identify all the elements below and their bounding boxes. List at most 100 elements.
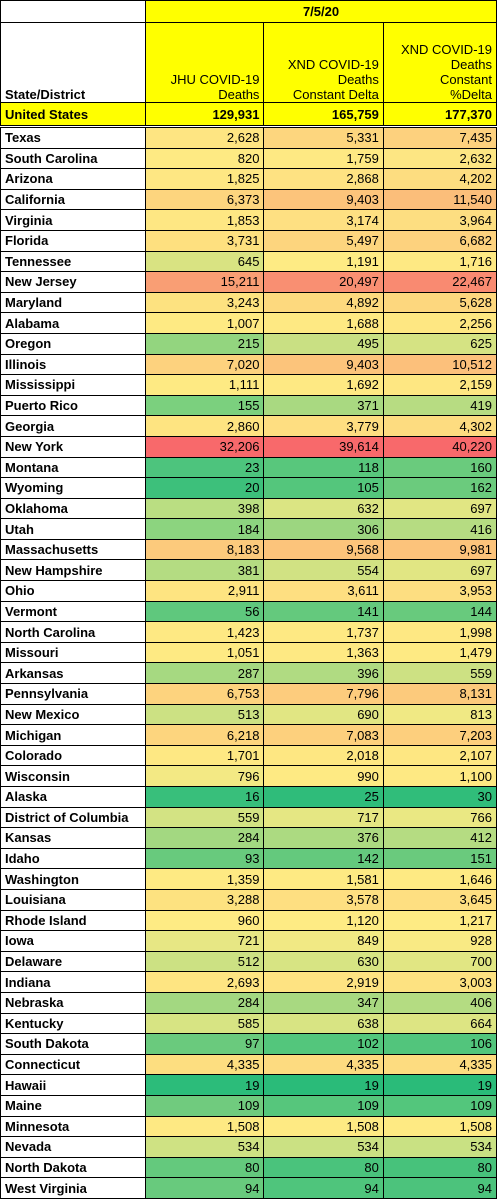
table-row: Texas 2,628 5,331 7,435: [0, 126, 498, 149]
table-row: Puerto Rico 155 371 419: [0, 394, 498, 417]
table-row: North Dakota 80 80 80: [0, 1156, 498, 1179]
table-row: Alaska 16 25 30: [0, 786, 498, 808]
xnd-delta-deaths-cell: 5,497: [263, 229, 384, 252]
xnd-pct-deaths-cell: 151: [382, 847, 498, 870]
xnd-pct-deaths-cell: 697: [382, 559, 498, 582]
jhu-deaths-cell: 6,218: [145, 724, 265, 746]
table-row: Illinois 7,020 9,403 10,512: [0, 353, 498, 376]
xnd-delta-deaths-cell: 9,403: [263, 353, 384, 376]
xnd-delta-deaths-cell: 2,868: [263, 168, 384, 190]
xnd-delta-deaths-cell: 19: [263, 1074, 384, 1096]
jhu-deaths-cell: 4,335: [145, 1053, 265, 1076]
xnd-pct-deaths-cell: 7,203: [382, 724, 498, 746]
xnd-pct-deaths-cell: 40,220: [382, 435, 498, 458]
table-row: Washington 1,359 1,581 1,646: [0, 868, 498, 890]
jhu-deaths-cell: 184: [145, 518, 265, 540]
table-row: Rhode Island 960 1,120 1,217: [0, 909, 498, 932]
xnd-pct-deaths-cell: 11,540: [382, 188, 498, 211]
jhu-deaths-cell: 80: [145, 1156, 265, 1179]
jhu-deaths-cell: 2,860: [145, 415, 265, 437]
jhu-deaths-cell: 1,359: [145, 868, 265, 890]
xnd-delta-deaths-cell: 1,508: [263, 1115, 384, 1138]
table-row: Pennsylvania 6,753 7,796 8,131: [0, 683, 498, 705]
state-name-cell: Texas: [0, 126, 147, 149]
jhu-deaths-cell: 56: [145, 600, 265, 623]
jhu-deaths-cell: 513: [145, 703, 265, 726]
jhu-deaths-cell: 960: [145, 909, 265, 932]
state-name-cell: Montana: [0, 456, 147, 479]
xnd-pct-deaths-cell: 22,467: [382, 271, 498, 293]
jhu-deaths-cell: 94: [145, 1177, 265, 1199]
xnd-pct-deaths-cell: 813: [382, 703, 498, 726]
xnd-delta-deaths-cell: 717: [263, 806, 384, 829]
state-name-cell: South Dakota: [0, 1033, 147, 1055]
jhu-deaths-cell: 796: [145, 765, 265, 787]
xnd-pct-deaths-cell: 700: [382, 950, 498, 973]
state-name-cell: Indiana: [0, 971, 147, 993]
xnd-delta-deaths-cell: 376: [263, 827, 384, 849]
total-row: United States 129,931 165,759 177,370: [0, 102, 498, 128]
state-name-cell: Louisiana: [0, 888, 147, 911]
state-name-cell: Arizona: [0, 168, 147, 190]
table-row: Indiana 2,693 2,919 3,003: [0, 971, 498, 993]
xnd-delta-deaths-cell: 105: [263, 477, 384, 499]
state-name-cell: Arkansas: [0, 662, 147, 685]
table-row: Arkansas 287 396 559: [0, 662, 498, 685]
xnd-delta-deaths-cell: 39,614: [263, 435, 384, 458]
jhu-deaths-cell: 215: [145, 332, 265, 355]
table-row: Delaware 512 630 700: [0, 950, 498, 973]
table-row: Kentucky 585 638 664: [0, 1012, 498, 1035]
xnd-delta-deaths-cell: 94: [263, 1177, 384, 1199]
xnd-pct-deaths-cell: 1,217: [382, 909, 498, 932]
table-row: New Jersey 15,211 20,497 22,467: [0, 271, 498, 293]
table-row: Hawaii 19 19 19: [0, 1074, 498, 1096]
jhu-deaths-cell: 15,211: [145, 271, 265, 293]
xnd-pct-deaths-cell: 419: [382, 394, 498, 417]
xnd-pct-deaths-cell: 144: [382, 600, 498, 623]
xnd-pct-deaths-cell: 2,159: [382, 374, 498, 396]
state-name-cell: Oklahoma: [0, 497, 147, 520]
state-name-cell: Alabama: [0, 312, 147, 334]
table-row: New Mexico 513 690 813: [0, 703, 498, 726]
table-row: Nevada 534 534 534: [0, 1136, 498, 1158]
xnd-pct-deaths-cell: 1,716: [382, 250, 498, 273]
date-row: 7/5/20: [0, 0, 497, 23]
xnd-pct-deaths-cell: 559: [382, 662, 498, 685]
state-name-cell: Maryland: [0, 291, 147, 314]
xnd-delta-deaths-cell: 80: [263, 1156, 384, 1179]
xnd-delta-deaths-cell: 990: [263, 765, 384, 787]
state-name-cell: Hawaii: [0, 1074, 147, 1096]
xnd-delta-deaths-cell: 632: [263, 497, 384, 520]
date-row-blank-cell: [0, 0, 147, 23]
jhu-header-line: JHU COVID-19: [170, 72, 260, 87]
xnd-delta-deaths-cell: 638: [263, 1012, 384, 1035]
state-name-cell: Michigan: [0, 724, 147, 746]
state-name-cell: Missouri: [0, 641, 147, 664]
xnd-pct-deaths-cell: 160: [382, 456, 498, 479]
xnd-delta-deaths-cell: 4,892: [263, 291, 384, 314]
state-name-cell: Iowa: [0, 930, 147, 952]
jhu-deaths-cell: 7,020: [145, 353, 265, 376]
table-row: Idaho 93 142 151: [0, 847, 498, 870]
xnd-pct-deaths-cell: 1,508: [382, 1115, 498, 1138]
jhu-deaths-cell: 6,753: [145, 683, 265, 705]
jhu-deaths-cell: 820: [145, 147, 265, 170]
state-name-cell: Minnesota: [0, 1115, 147, 1138]
jhu-deaths-cell: 381: [145, 559, 265, 582]
xnd-pct-deaths-cell: 3,003: [382, 971, 498, 993]
xnd-pct-deaths-cell: 534: [382, 1136, 498, 1158]
xnd-delta-deaths-cell: 554: [263, 559, 384, 582]
xnd-delta-deaths-cell: 1,688: [263, 312, 384, 334]
xnd-pct-deaths-cell: 80: [382, 1156, 498, 1179]
xnd-delta-deaths-cell: 9,403: [263, 188, 384, 211]
xnd-pct-deaths-cell: 4,302: [382, 415, 498, 437]
xnd-pct-deaths-cell: 664: [382, 1012, 498, 1035]
jhu-deaths-cell: 287: [145, 662, 265, 685]
xnd-pct-deaths-cell: 928: [382, 930, 498, 952]
state-name-cell: New Jersey: [0, 271, 147, 293]
table-row: Tennessee 645 1,191 1,716: [0, 250, 498, 273]
table-row: Iowa 721 849 928: [0, 930, 498, 952]
xnd-delta-deaths-cell: 118: [263, 456, 384, 479]
table-row: Oregon 215 495 625: [0, 332, 498, 355]
